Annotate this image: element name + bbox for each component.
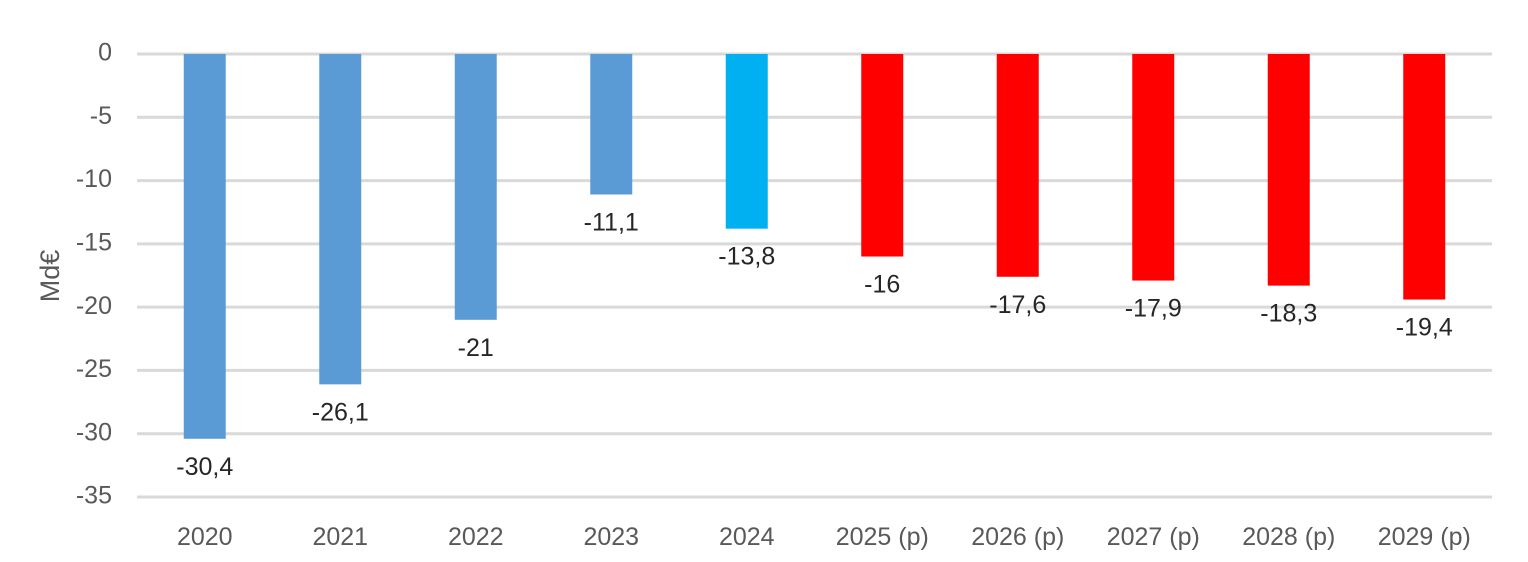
- data-label: -16: [864, 271, 900, 299]
- x-tick-label: 2026 (p): [971, 523, 1064, 551]
- y-axis-tick-labels: 0 -5 -10 -15 -20 -25 -30 -35: [76, 39, 112, 510]
- bar-series: [183, 54, 1446, 439]
- y-tick-label: 0: [98, 39, 112, 67]
- data-labels: -30,4 -26,1 -21 -11,1 -13,8 -16 -17,6 -17,9 -18,…: [176, 208, 1453, 480]
- y-tick-label: -5: [90, 102, 112, 130]
- data-label: -18,3: [1260, 300, 1317, 328]
- data-label: -19,4: [1396, 314, 1453, 342]
- y-tick-label: -10: [76, 165, 112, 193]
- x-tick-label: 2027 (p): [1107, 523, 1200, 551]
- bar-2020: [183, 54, 226, 439]
- x-tick-label: 2024: [719, 523, 775, 551]
- data-label: -30,4: [176, 453, 233, 481]
- bar-2027p: [1132, 54, 1175, 281]
- bar-2024: [725, 54, 768, 229]
- bar-2029p: [1403, 54, 1446, 300]
- x-tick-label: 2020: [177, 523, 233, 551]
- y-tick-label: -30: [76, 418, 112, 446]
- y-axis-title: Md€: [35, 250, 65, 303]
- x-tick-label: 2023: [583, 523, 639, 551]
- bar-2025p: [861, 54, 904, 257]
- data-label: -21: [458, 334, 494, 362]
- bar-2022: [454, 54, 497, 320]
- x-tick-label: 2025 (p): [836, 523, 929, 551]
- bar-2023: [590, 54, 633, 195]
- gridlines: [137, 52, 1492, 499]
- bar-2026p: [996, 54, 1039, 277]
- x-tick-label: 2029 (p): [1378, 523, 1471, 551]
- y-tick-label: -15: [76, 228, 112, 256]
- x-tick-label: 2021: [312, 523, 368, 551]
- data-label: -13,8: [718, 243, 775, 271]
- bar-2021: [319, 54, 362, 385]
- data-label: -11,1: [584, 208, 639, 236]
- y-tick-label: -25: [76, 355, 112, 383]
- x-axis-tick-labels: 2020 2021 2022 2023 2024 2025 (p) 2026 (p) 2027…: [177, 523, 1471, 551]
- bar-2028p: [1267, 54, 1310, 286]
- data-label: -26,1: [312, 398, 369, 426]
- x-tick-label: 2022: [448, 523, 504, 551]
- x-tick-label: 2028 (p): [1242, 523, 1335, 551]
- y-tick-label: -35: [76, 482, 112, 510]
- data-label: -17,6: [989, 291, 1046, 319]
- data-label: -17,9: [1125, 295, 1182, 323]
- y-tick-label: -20: [76, 292, 112, 320]
